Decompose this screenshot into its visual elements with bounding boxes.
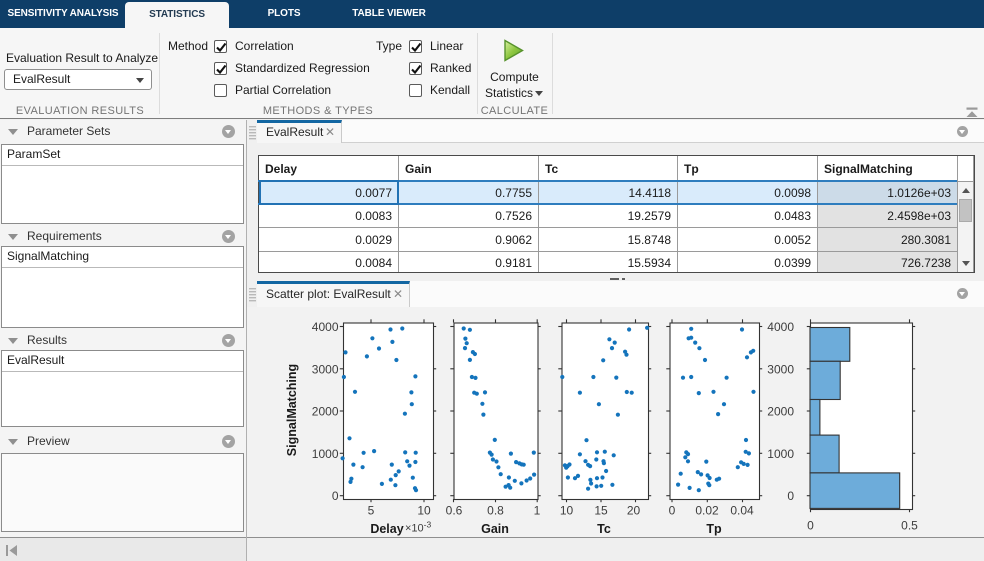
- svg-text:Tc: Tc: [597, 522, 611, 536]
- svg-text:4000: 4000: [312, 320, 339, 334]
- svg-text:4000: 4000: [767, 320, 794, 334]
- svg-text:1: 1: [534, 504, 541, 518]
- svg-text:2000: 2000: [312, 405, 339, 419]
- svg-text:0.8: 0.8: [487, 504, 504, 518]
- svg-text:Tp: Tp: [706, 522, 722, 536]
- svg-text:2000: 2000: [767, 405, 794, 419]
- svg-text:0.6: 0.6: [446, 504, 463, 518]
- svg-text:0.5: 0.5: [901, 519, 918, 533]
- svg-text:0.02: 0.02: [695, 504, 719, 518]
- svg-text:1000: 1000: [767, 447, 794, 461]
- svg-text:0.04: 0.04: [730, 504, 754, 518]
- svg-text:10: 10: [417, 504, 431, 518]
- svg-text:0: 0: [787, 489, 794, 503]
- svg-text:3000: 3000: [312, 362, 339, 376]
- svg-text:3000: 3000: [767, 362, 794, 376]
- svg-text:×10-3: ×10-3: [405, 520, 432, 535]
- svg-text:0: 0: [807, 519, 814, 533]
- svg-text:Delay: Delay: [370, 522, 403, 536]
- svg-text:20: 20: [627, 504, 641, 518]
- svg-text:15: 15: [594, 504, 608, 518]
- svg-text:1000: 1000: [312, 447, 339, 461]
- svg-text:5: 5: [368, 504, 375, 518]
- svg-text:10: 10: [560, 504, 574, 518]
- svg-text:Gain: Gain: [481, 522, 509, 536]
- svg-text:SignalMatching: SignalMatching: [285, 364, 299, 456]
- svg-text:0: 0: [669, 504, 676, 518]
- svg-text:0: 0: [332, 489, 339, 503]
